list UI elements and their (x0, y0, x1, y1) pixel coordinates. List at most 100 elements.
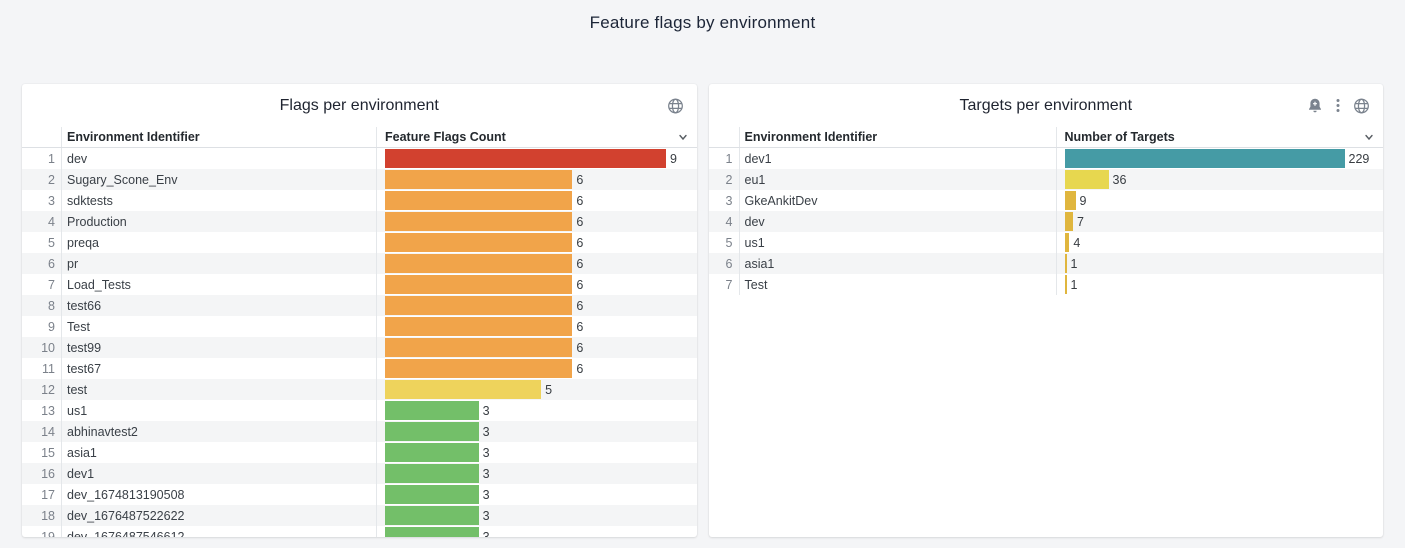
row-index: 3 (22, 190, 62, 211)
table-row: 9 Test 6 (22, 316, 697, 337)
table-row: 5 us1 4 (709, 232, 1384, 253)
gauge-value: 6 (576, 340, 584, 355)
row-index: 3 (709, 190, 740, 211)
panels-row: Flags per environment Environment Identi… (22, 84, 1383, 537)
row-gauge-cell: 1 (1057, 274, 1384, 295)
gauge-bar (1064, 191, 1076, 210)
row-identifier: dev (740, 211, 1057, 232)
row-gauge-cell: 5 (377, 379, 697, 400)
gauge-bar (385, 443, 479, 462)
gauge-value: 1 (1070, 277, 1078, 292)
row-gauge-cell: 7 (1057, 211, 1384, 232)
row-identifier: asia1 (62, 442, 377, 463)
row-identifier: dev (62, 148, 377, 169)
row-index: 15 (22, 442, 62, 463)
row-index: 8 (22, 295, 62, 316)
table-row: 3 GkeAnkitDev 9 (709, 190, 1384, 211)
gauge-bar (385, 401, 479, 420)
row-number-header (22, 127, 62, 147)
gauge-value: 6 (576, 214, 584, 229)
column-header-environment-identifier[interactable]: Environment Identifier (740, 127, 1057, 147)
table-row: 2 Sugary_Scone_Env 6 (22, 169, 697, 190)
panel-header-icons (667, 97, 684, 114)
row-index: 1 (709, 148, 740, 169)
gauge-bar (385, 212, 573, 231)
panel-header: Flags per environment (22, 84, 697, 127)
gauge-bar (1064, 233, 1070, 252)
gauge-bar (385, 464, 479, 483)
row-identifier: test (62, 379, 377, 400)
row-gauge-cell: 6 (377, 337, 697, 358)
row-index: 1 (22, 148, 62, 169)
kebab-menu-icon[interactable] (1336, 98, 1340, 114)
row-index: 13 (22, 400, 62, 421)
row-index: 14 (22, 421, 62, 442)
row-identifier: GkeAnkitDev (740, 190, 1057, 211)
gauge-bar (1064, 212, 1074, 231)
row-gauge-cell: 6 (377, 253, 697, 274)
chevron-down-icon[interactable] (677, 131, 689, 143)
table-row: 5 preqa 6 (22, 232, 697, 253)
row-index: 9 (22, 316, 62, 337)
row-identifier: preqa (62, 232, 377, 253)
row-index: 17 (22, 484, 62, 505)
row-index: 19 (22, 526, 62, 537)
gauge-bar (385, 506, 479, 525)
row-gauge-cell: 3 (377, 526, 697, 537)
row-identifier: dev_1676487522622 (62, 505, 377, 526)
chevron-down-icon[interactable] (1363, 131, 1375, 143)
row-index: 7 (709, 274, 740, 295)
gauge-value: 4 (1073, 235, 1081, 250)
row-index: 5 (709, 232, 740, 253)
row-gauge-cell: 6 (377, 295, 697, 316)
table-header: Environment Identifier Number of Targets (708, 127, 1384, 148)
gauge-bar (1064, 275, 1067, 294)
row-gauge-cell: 3 (377, 463, 697, 484)
globe-icon[interactable] (667, 97, 684, 114)
panel-title[interactable]: Flags per environment (279, 96, 439, 114)
row-gauge-cell: 3 (377, 505, 697, 526)
row-gauge-cell: 1 (1057, 253, 1384, 274)
gauge-value: 6 (576, 172, 584, 187)
row-gauge-cell: 3 (377, 442, 697, 463)
gauge-value: 5 (545, 382, 553, 397)
bell-alert-icon[interactable] (1307, 98, 1323, 114)
row-index: 6 (709, 253, 740, 274)
panel-header-icons (1307, 97, 1370, 114)
row-identifier: dev1 (740, 148, 1057, 169)
gauge-bar (385, 338, 573, 357)
gauge-value: 3 (482, 445, 490, 460)
globe-icon[interactable] (1353, 97, 1370, 114)
row-gauge-cell: 9 (1057, 190, 1384, 211)
table-row: 6 pr 6 (22, 253, 697, 274)
gauge-value: 1 (1070, 256, 1078, 271)
gauge-value: 6 (576, 361, 584, 376)
row-identifier: sdktests (62, 190, 377, 211)
row-identifier: Test (62, 316, 377, 337)
column-header-environment-identifier[interactable]: Environment Identifier (62, 127, 377, 147)
row-gauge-cell: 3 (377, 484, 697, 505)
row-index: 10 (22, 337, 62, 358)
gauge-bar (385, 317, 573, 336)
gauge-value: 6 (576, 235, 584, 250)
panel-title[interactable]: Targets per environment (959, 96, 1133, 114)
row-gauge-cell: 6 (377, 232, 697, 253)
row-gauge-cell: 9 (377, 148, 697, 169)
gauge-value: 3 (482, 529, 490, 538)
gauge-bar (385, 170, 573, 189)
table-row: 7 Test 1 (709, 274, 1384, 295)
row-identifier: us1 (62, 400, 377, 421)
table-row: 10 test99 6 (22, 337, 697, 358)
column-header-number-of-targets[interactable]: Number of Targets (1057, 127, 1384, 147)
row-identifier: dev_1674813190508 (62, 484, 377, 505)
row-index: 4 (22, 211, 62, 232)
row-identifier: Production (62, 211, 377, 232)
row-identifier: Sugary_Scone_Env (62, 169, 377, 190)
row-identifier: test99 (62, 337, 377, 358)
row-gauge-cell: 6 (377, 211, 697, 232)
row-identifier: Test (740, 274, 1057, 295)
gauge-value: 229 (1348, 151, 1370, 166)
table-row: 6 asia1 1 (708, 253, 1384, 274)
row-identifier: pr (62, 253, 377, 274)
column-header-feature-flags-count[interactable]: Feature Flags Count (377, 127, 697, 147)
